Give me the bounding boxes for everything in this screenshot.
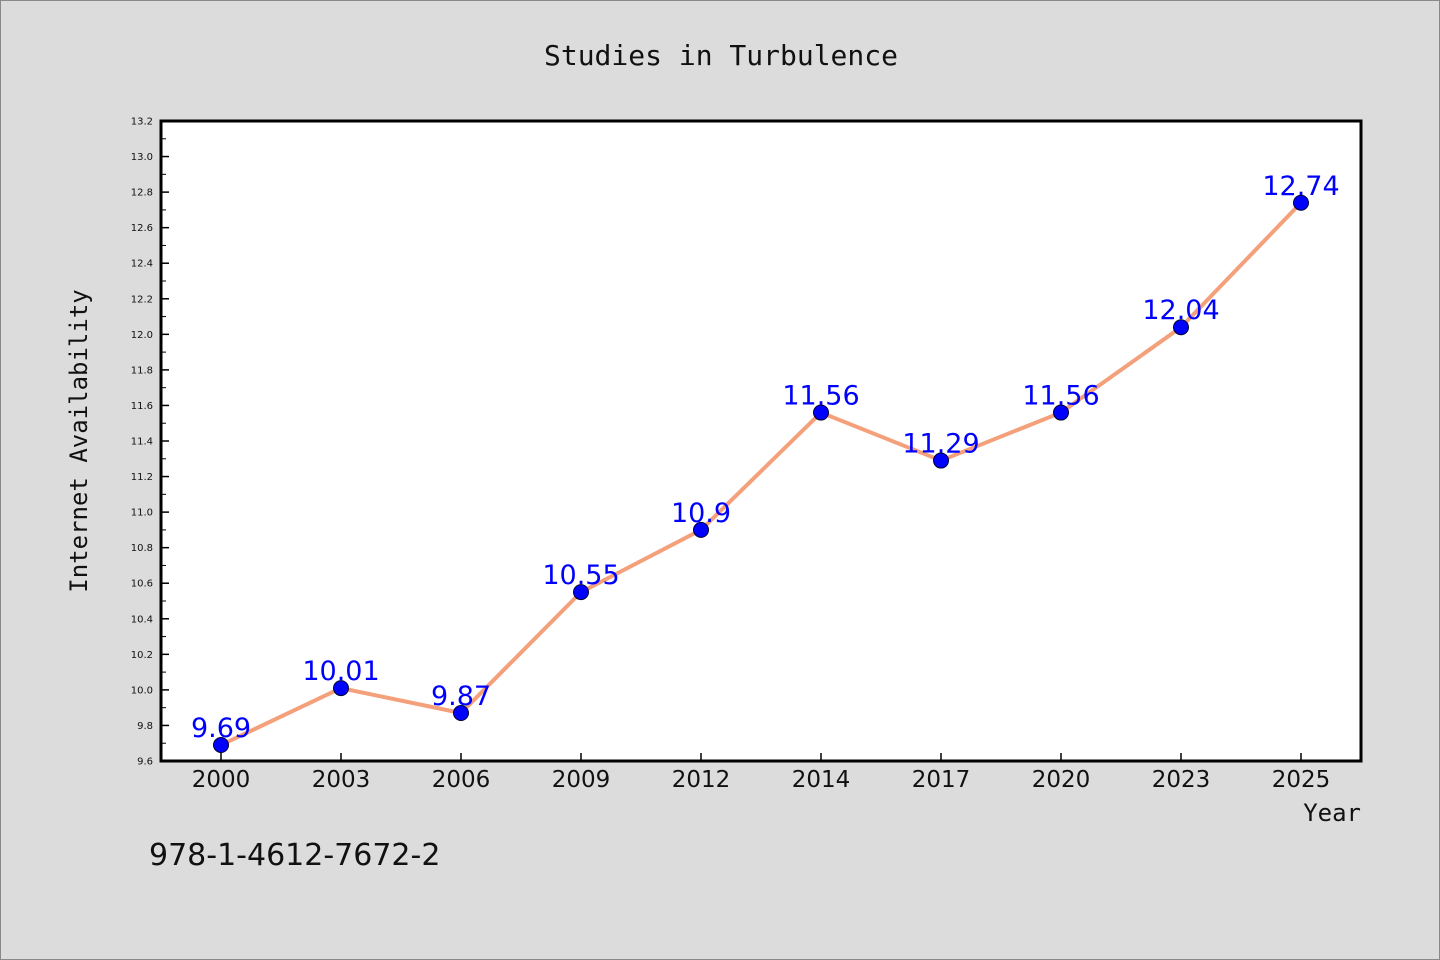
data-point <box>933 452 949 469</box>
data-label: 12.74 <box>1262 171 1339 202</box>
data-point <box>813 404 829 421</box>
data-label: 9.69 <box>191 713 251 744</box>
data-point <box>213 737 229 753</box>
data-point <box>1053 404 1069 421</box>
data-point <box>693 521 709 538</box>
data-labels: 9.69 10.01 9.87 10.55 10.9 11.56 11.29 11.56 12.… <box>191 171 1340 744</box>
y-tick-label: 11.8 <box>131 365 153 376</box>
x-tick-label: 2023 <box>1152 767 1211 793</box>
y-tick-label: 10.6 <box>131 579 153 590</box>
chart-title: Studies in Turbulence <box>544 39 898 72</box>
y-tick-label: 13.0 <box>131 152 153 163</box>
series-line <box>219 200 1303 747</box>
data-label: 11.56 <box>1022 381 1099 412</box>
isbn-text: 978-1-4612-7672-2 <box>149 838 440 873</box>
data-label: 12.04 <box>1142 295 1219 326</box>
y-tick-label: 10.4 <box>131 614 153 625</box>
x-tick-label: 2025 <box>1272 767 1331 793</box>
y-tick-label: 9.8 <box>137 721 153 732</box>
x-tick-label: 2017 <box>912 767 971 793</box>
data-label: 9.87 <box>431 681 491 712</box>
data-point <box>1293 194 1309 211</box>
y-tick-label: 11.2 <box>131 472 153 483</box>
y-tick-label: 12.2 <box>131 294 153 305</box>
x-tick-label: 2009 <box>552 767 611 793</box>
data-label: 10.55 <box>542 560 619 591</box>
data-label: 11.29 <box>902 429 979 460</box>
x-tick-label: 2020 <box>1032 767 1091 793</box>
x-tick-label: 2000 <box>192 767 251 793</box>
data-points <box>213 194 1309 753</box>
y-tick-label: 12.0 <box>131 330 153 341</box>
x-tick-label: 2003 <box>312 767 371 793</box>
y-tick-label: 11.4 <box>131 437 153 448</box>
y-tick-label: 11.0 <box>131 508 153 519</box>
data-point <box>333 680 349 697</box>
x-axis-label: Year <box>1303 799 1361 827</box>
x-tick-label: 2006 <box>432 767 491 793</box>
plot-area <box>161 121 1361 761</box>
x-axis-ticks: 2000 2003 2006 2009 2012 2014 2017 2020 2023 2025 <box>192 753 1331 793</box>
y-tick-label: 12.6 <box>131 223 153 234</box>
x-tick-label: 2014 <box>792 767 851 793</box>
x-tick-label: 2012 <box>672 767 731 793</box>
data-point <box>453 705 469 721</box>
y-tick-label: 12.4 <box>131 259 153 270</box>
y-tick-label: 10.0 <box>131 685 153 696</box>
y-axis-label: Internet Availability <box>65 289 93 592</box>
data-label: 10.01 <box>302 656 379 687</box>
y-tick-label: 9.6 <box>137 757 153 768</box>
y-tick-label: 10.2 <box>131 650 153 661</box>
plot-frame <box>159 119 1363 763</box>
data-label: 10.9 <box>671 498 731 529</box>
data-point <box>573 584 589 601</box>
y-tick-label: 12.8 <box>131 188 153 199</box>
data-point <box>1173 319 1189 336</box>
y-tick-label: 13.2 <box>131 117 153 128</box>
data-label: 11.56 <box>782 381 859 412</box>
y-tick-label: 11.6 <box>131 401 153 412</box>
series-line-group <box>219 200 1303 747</box>
y-tick-label: 10.8 <box>131 543 153 554</box>
